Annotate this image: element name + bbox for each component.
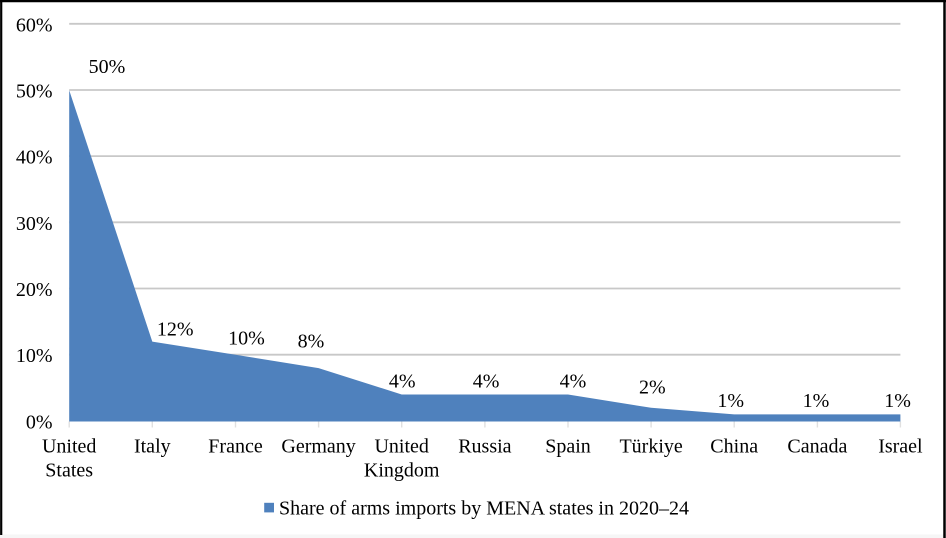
- svg-text:China: China: [710, 435, 758, 457]
- svg-text:30%: 30%: [16, 213, 53, 235]
- svg-text:8%: 8%: [298, 331, 325, 353]
- svg-text:Share of arms imports by MENA: Share of arms imports by MENA states in …: [279, 498, 689, 520]
- svg-text:1%: 1%: [717, 390, 744, 412]
- svg-text:Türkiye: Türkiye: [619, 435, 682, 457]
- svg-text:Italy: Italy: [134, 435, 171, 457]
- svg-text:4%: 4%: [473, 370, 500, 392]
- svg-text:Germany: Germany: [281, 435, 355, 457]
- svg-text:Russia: Russia: [458, 435, 511, 457]
- svg-text:40%: 40%: [16, 147, 53, 169]
- svg-text:2%: 2%: [639, 376, 666, 398]
- svg-text:Canada: Canada: [787, 435, 847, 457]
- svg-text:4%: 4%: [389, 370, 416, 392]
- svg-text:Israel: Israel: [878, 435, 923, 457]
- svg-text:France: France: [208, 435, 263, 457]
- svg-text:50%: 50%: [89, 56, 126, 78]
- svg-text:Kingdom: Kingdom: [364, 459, 440, 481]
- svg-text:United: United: [374, 435, 428, 457]
- svg-text:1%: 1%: [884, 390, 911, 412]
- svg-text:60%: 60%: [16, 14, 53, 36]
- svg-text:12%: 12%: [157, 318, 194, 340]
- svg-text:1%: 1%: [803, 390, 830, 412]
- svg-text:United: United: [42, 435, 96, 457]
- svg-text:Spain: Spain: [545, 435, 591, 457]
- svg-text:10%: 10%: [228, 328, 265, 350]
- svg-text:20%: 20%: [16, 279, 53, 301]
- svg-text:4%: 4%: [560, 370, 587, 392]
- svg-text:10%: 10%: [16, 345, 53, 367]
- svg-text:States: States: [45, 459, 93, 481]
- svg-text:0%: 0%: [26, 411, 53, 433]
- svg-text:50%: 50%: [16, 81, 53, 103]
